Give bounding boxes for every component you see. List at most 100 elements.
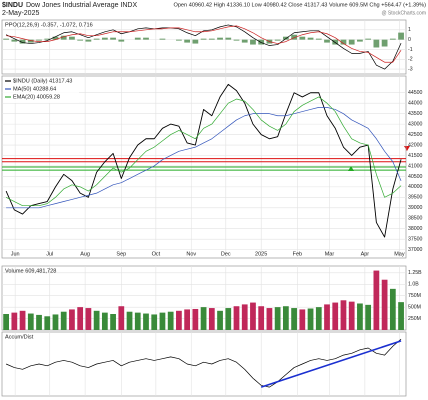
bar [69,309,75,330]
bar [299,309,306,330]
panel-frame [1,19,407,75]
bar [93,38,100,40]
bar [143,313,149,330]
bar [282,306,289,330]
y-tick-label: 38500 [408,216,423,222]
bar [159,312,166,330]
y-tick-label: 38000 [408,226,423,232]
bar [11,39,18,42]
bar [176,39,182,41]
y-tick-label: 40500 [408,174,423,180]
bar [134,312,141,330]
bar [60,35,67,40]
bar [373,270,380,330]
bar [365,38,372,40]
bar [200,307,207,330]
quote: Open 40960.42 High 41336.10 Low 40980.42… [173,2,426,8]
bar [233,306,240,330]
bar [217,310,223,330]
bar [348,39,355,45]
series-line [6,25,402,63]
legend-label: $INDU (Daily) 41317.43 [13,78,72,84]
bar [274,307,281,330]
series-line [5,83,402,238]
bar [225,37,232,40]
series-line [5,24,402,70]
panel-frame [1,331,407,397]
x-tick-label: 2025 [255,251,267,257]
y-tick-label: 41000 [408,163,423,169]
bar [217,37,223,40]
bar [3,314,9,330]
bar [307,308,314,330]
bar [365,304,372,330]
bar [36,314,42,330]
x-tick-label: Sep [116,251,126,257]
bar [44,38,51,40]
x-tick-label: Feb [293,251,302,257]
y-tick-label: 44000 [408,101,423,107]
bar [19,310,26,330]
panel-title: Volume 609,481,728 [5,268,56,274]
panel-title: PPO(12,26,9) -0.357, -1.072, 0.716 [5,22,93,28]
bar [266,308,273,330]
bar [3,38,9,40]
series-line [5,338,402,388]
y-tick-label: 500M [408,305,421,311]
bar [110,314,116,330]
date: 2-May-2025 [2,10,39,17]
y-tick-label: 44500 [408,90,423,96]
sell-arrow [404,146,410,151]
bar [11,312,18,330]
bar [241,304,248,330]
bar [315,38,322,40]
bar [398,32,404,40]
x-tick-label: Nov [186,251,196,257]
panel-title: Accum/Dist [5,334,34,340]
bar [60,311,67,330]
bar [389,38,396,40]
y-tick-label: 1.25B [408,270,422,276]
bar [27,313,34,330]
y-tick-label: -2 [408,57,413,63]
bar [159,38,166,40]
y-tick-label: 43000 [408,121,423,127]
bar [274,39,281,41]
x-tick-label: May [394,251,405,257]
bar [307,37,314,40]
bar [126,311,133,330]
bar [250,39,256,45]
bar [19,39,26,44]
bar [52,36,59,40]
bar [225,308,232,330]
bar [118,39,125,42]
bar [332,302,339,330]
legend-box [3,77,79,103]
x-tick-label: Mar [325,251,335,257]
x-tick-label: Dec [221,251,231,257]
y-tick-label: 1.0B [408,282,419,288]
bar [241,39,248,43]
bar [291,308,297,330]
y-tick-label: 43500 [408,111,423,117]
bar [143,37,149,40]
bar [282,36,289,40]
y-tick-label: 39000 [408,205,423,211]
bar [167,311,174,330]
bar [101,37,108,40]
bar [134,37,141,40]
bar [44,316,51,330]
bar [110,37,116,40]
y-tick-label: 41500 [408,153,423,159]
bar [348,301,355,330]
bar [315,307,322,330]
series-line [6,107,402,209]
bar [85,308,92,330]
series-line [5,96,402,207]
source: @ StockCharts.com [381,10,426,16]
symbol-name: Dow Jones Industrial Average INDX [26,2,137,9]
bar [332,39,339,45]
